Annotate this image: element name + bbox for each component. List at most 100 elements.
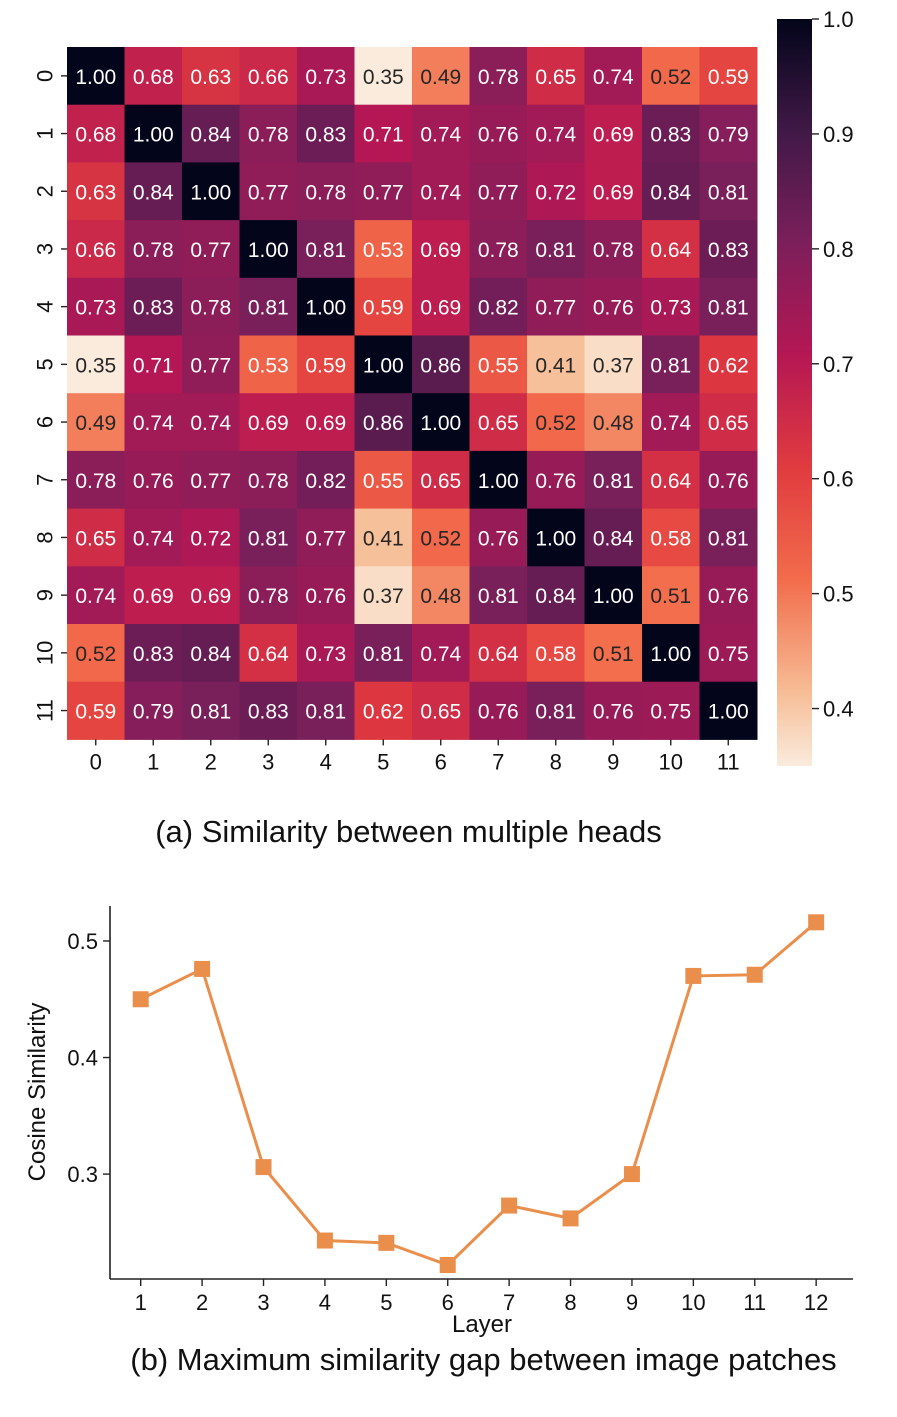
heatmap-cell-label: 0.52 [75, 643, 116, 666]
heatmap-cell-label: 0.74 [535, 124, 576, 147]
heatmap-cell [297, 508, 355, 567]
line-x-ticks: 1 2 3 4 5 6 7 8 9 10 11 12 [135, 1279, 828, 1315]
heatmap-cell-label: 0.84 [593, 527, 634, 550]
y-axis-label: Cosine Similarity [24, 1003, 51, 1182]
heatmap-cell-label: 0.73 [305, 643, 346, 666]
data-point-marker [316, 1232, 333, 1249]
heatmap-cell-label: 0.81 [248, 527, 289, 550]
heatmap-cell-label: 1.00 [133, 124, 174, 147]
heatmap-cell-label: 0.77 [190, 470, 231, 493]
heatmap-cell [527, 624, 585, 683]
heatmap-cell [699, 162, 758, 221]
colorbar-tick-label: 0.4 [823, 697, 854, 722]
heatmap-cell-label: 0.69 [248, 412, 289, 435]
heatmap-cell-label: 0.84 [190, 643, 231, 666]
heatmap-cell [124, 162, 183, 221]
heatmap-cell-label: 0.81 [535, 239, 576, 262]
heatmap-cell [239, 104, 298, 163]
heatmap-cell-label: 0.48 [593, 412, 634, 435]
heatmap-cell [412, 624, 470, 683]
heatmap-cell-label: 0.83 [708, 239, 749, 262]
heatmap-cell [584, 162, 643, 221]
heatmap-cell-label: 0.63 [75, 181, 116, 204]
heatmap-cell [67, 450, 125, 510]
heatmap-cell [642, 162, 700, 221]
heatmap-cell [67, 393, 125, 452]
heatmap-cell [469, 162, 528, 221]
heatmap-cell-label: 0.75 [708, 643, 749, 666]
y-tick-label: 0 [33, 70, 58, 82]
heatmap-cell-label: 0.52 [420, 527, 461, 550]
x-tick-label: 2 [196, 1290, 208, 1315]
heatmap-cell [297, 162, 355, 221]
heatmap-cell [469, 104, 528, 163]
heatmap-cell [584, 450, 643, 510]
heatmap-cell [354, 220, 413, 279]
heatmap-cell-label: 0.69 [133, 585, 174, 608]
colorbar-tick-label: 0.7 [823, 352, 854, 377]
heatmap-cell [354, 393, 413, 452]
heatmap-cell [124, 220, 183, 279]
heatmap-cell-label: 0.68 [75, 124, 116, 147]
heatmap-cell [527, 47, 585, 106]
heatmap-cell [67, 624, 125, 683]
heatmap-cell [354, 335, 413, 394]
line-y-ticks: 0.3 0.4 0.5 [67, 929, 110, 1187]
x-tick-label: 4 [319, 1290, 331, 1315]
heatmap-cell-label: 0.73 [75, 297, 116, 320]
heatmap-cell [67, 335, 125, 394]
heatmap-cell [239, 566, 298, 625]
heatmap-cell-label: 0.83 [650, 124, 691, 147]
heatmap-cell [182, 393, 240, 452]
heatmap-cell [239, 681, 298, 740]
heatmap-cell-label: 0.65 [420, 701, 461, 724]
heatmap-cell-label: 0.51 [650, 585, 691, 608]
heatmap-cell-label: 0.76 [593, 297, 634, 320]
heatmap-cell [67, 104, 125, 163]
heatmap-cell-label: 0.78 [248, 470, 289, 493]
heatmap-cell [699, 508, 758, 567]
series-markers [132, 914, 825, 1274]
heatmap-cell [67, 162, 125, 221]
heatmap-cell-label: 0.35 [363, 66, 404, 89]
x-tick-label: 1 [135, 1290, 147, 1315]
x-tick-label: 9 [607, 749, 619, 774]
heatmap-cell-label: 0.81 [190, 701, 231, 724]
heatmap-cell [699, 335, 758, 394]
heatmap-cell-label: 1.00 [708, 701, 749, 724]
heatmap-cell [469, 624, 528, 683]
heatmap-cell-label: 0.66 [75, 239, 116, 262]
y-tick-label: 0.3 [67, 1162, 98, 1187]
heatmap-cell [642, 277, 700, 336]
heatmap-cell [124, 508, 183, 567]
heatmap-cell [699, 104, 758, 163]
heatmap-cell-label: 0.71 [133, 354, 174, 377]
heatmap-cell-label: 0.82 [478, 297, 519, 320]
heatmap-cell-label: 0.77 [248, 181, 289, 204]
heatmap-cell [469, 47, 528, 106]
heatmap-cell-label: 0.37 [593, 354, 634, 377]
heatmap-cell [412, 220, 470, 279]
heatmap-cell-label: 0.72 [535, 181, 576, 204]
heatmap-cell [124, 450, 183, 510]
heatmap-cell-label: 0.74 [133, 527, 174, 550]
heatmap-cell [239, 47, 298, 106]
x-tick-label: 5 [377, 749, 389, 774]
heatmap-cell [584, 220, 643, 279]
heatmap-cell [124, 681, 183, 740]
x-tick-label: 8 [564, 1290, 576, 1315]
y-tick-label: 1 [33, 127, 58, 139]
heatmap-cell [527, 104, 585, 163]
colorbar [777, 19, 812, 766]
heatmap-cell [699, 624, 758, 683]
x-tick-label: 12 [804, 1290, 828, 1315]
heatmap-cell-label: 0.65 [708, 412, 749, 435]
data-point-marker [808, 914, 825, 931]
heatmap-cell-label: 0.84 [535, 585, 576, 608]
data-point-marker [562, 1210, 579, 1227]
heatmap-cell [297, 681, 355, 740]
heatmap-cell-label: 0.79 [133, 701, 174, 724]
heatmap-cell-label: 0.75 [650, 701, 691, 724]
heatmap-cell [699, 566, 758, 625]
data-point-marker [132, 991, 149, 1008]
